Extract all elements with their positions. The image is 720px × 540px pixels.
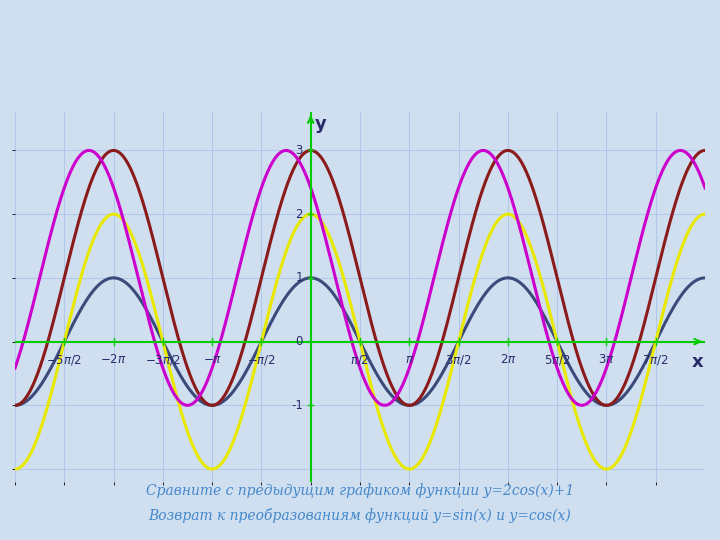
Text: $5\pi/2$: $5\pi/2$ <box>544 353 570 367</box>
Text: $2\pi$: $2\pi$ <box>500 353 516 366</box>
Text: x: x <box>692 353 703 371</box>
Text: $-\pi$: $-\pi$ <box>202 353 222 366</box>
Text: по вертикали в 2 раза и: по вертикали в 2 раза и <box>438 43 672 58</box>
Text: последующими сдвигами вверх на 1 и влево на: последующими сдвигами вверх на 1 и влево… <box>0 68 360 83</box>
Text: получается: получается <box>526 19 637 34</box>
Text: π/4: π/4 <box>360 68 390 83</box>
Text: $-3\pi/2$: $-3\pi/2$ <box>145 353 181 367</box>
Text: 3: 3 <box>295 144 303 157</box>
Text: $-2\pi$: $-2\pi$ <box>100 353 127 366</box>
Text: y=cos(x): y=cos(x) <box>360 43 439 58</box>
Text: 1: 1 <box>295 272 303 285</box>
Text: $7\pi/2$: $7\pi/2$ <box>642 353 669 367</box>
Text: График функции: График функции <box>196 19 360 35</box>
Text: $\pi/2$: $\pi/2$ <box>351 353 369 367</box>
Text: 0: 0 <box>295 335 303 348</box>
Text: $-\pi/2$: $-\pi/2$ <box>247 353 276 367</box>
Text: $3\pi/2$: $3\pi/2$ <box>445 353 472 367</box>
Text: растяжением: растяжением <box>230 43 360 58</box>
Text: y=2cos(x+π/4)+1: y=2cos(x+π/4)+1 <box>360 19 518 34</box>
Text: Сравните с предыдущим графиком функции y=2cos(x)+1: Сравните с предыдущим графиком функции y… <box>146 483 574 498</box>
Text: 2: 2 <box>295 208 303 221</box>
Text: !: ! <box>386 68 399 83</box>
Text: $\pi$: $\pi$ <box>405 353 414 366</box>
Text: $3\pi$: $3\pi$ <box>598 353 615 366</box>
Text: Возврат к преобразованиям функций y=sin(x) и y=cos(x): Возврат к преобразованиям функций y=sin(… <box>148 508 572 523</box>
Text: y: y <box>315 116 326 133</box>
Text: -1: -1 <box>291 399 303 412</box>
Text: $-5\pi/2$: $-5\pi/2$ <box>46 353 83 367</box>
